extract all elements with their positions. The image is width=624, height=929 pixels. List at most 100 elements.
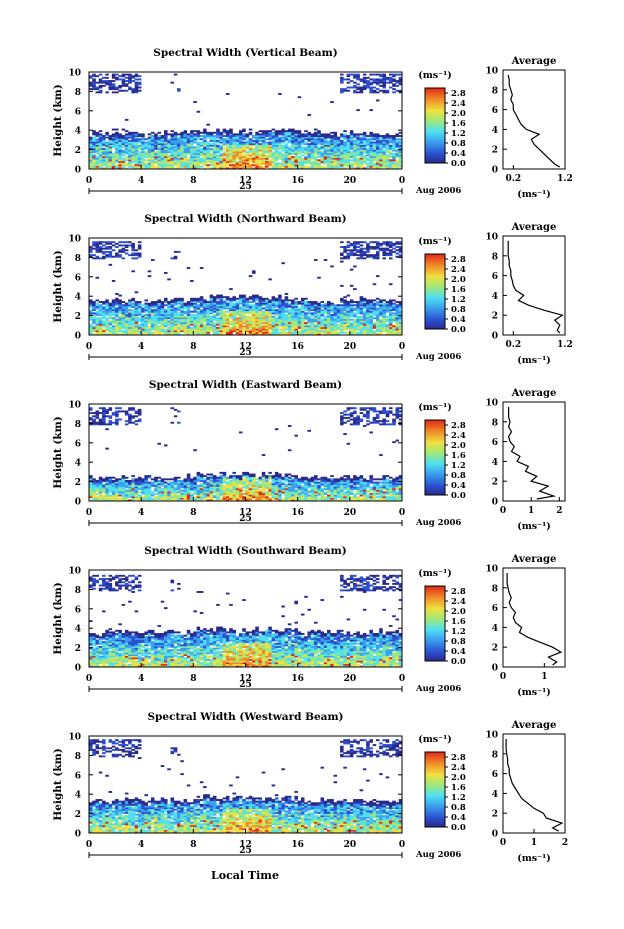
heatmap-cell — [343, 144, 347, 147]
heatmap-cell — [375, 78, 380, 81]
heatmap-cell — [98, 162, 103, 165]
heatmap-cell — [258, 138, 263, 141]
heatmap-cell — [111, 143, 116, 146]
heatmap-cell — [245, 144, 250, 147]
heatmap-cell — [291, 313, 295, 316]
heatmap-cell — [385, 244, 390, 247]
heatmap-cell — [105, 326, 109, 329]
heatmap-cell — [372, 302, 377, 305]
heatmap-cell — [366, 167, 370, 170]
heatmap-cell — [102, 418, 106, 421]
heatmap-cell — [134, 491, 139, 494]
heatmap-cell — [115, 315, 119, 318]
heatmap-cell — [313, 317, 318, 320]
heatmap-cell — [317, 164, 321, 167]
heatmap-cell — [131, 75, 135, 78]
heatmap-cell — [108, 481, 113, 484]
heatmap-cell — [186, 315, 191, 318]
x-tick-label: 0 — [399, 342, 405, 352]
heatmap-cell — [356, 147, 360, 150]
heatmap-cell — [157, 164, 162, 167]
heatmap-cell — [177, 165, 181, 168]
heatmap-cell — [92, 325, 96, 328]
heatmap-cell — [330, 165, 334, 168]
heatmap-cell — [310, 317, 315, 320]
heatmap-cell — [102, 491, 106, 494]
heatmap-cell — [294, 157, 298, 160]
x-tick-label: 4 — [138, 342, 144, 352]
heatmap-cell — [92, 139, 96, 142]
heatmap-cell — [102, 489, 106, 492]
heatmap-cell — [89, 315, 93, 318]
heatmap-cell — [98, 241, 103, 244]
heatmap-cell — [134, 415, 139, 418]
heatmap-cell — [274, 320, 279, 323]
heatmap-cell — [395, 310, 400, 313]
heatmap-cell — [225, 157, 230, 160]
heatmap-cell — [92, 330, 96, 333]
heatmap-cell — [137, 320, 142, 323]
heatmap-cell — [395, 328, 400, 331]
heatmap-cell — [92, 154, 96, 157]
heatmap-cell — [203, 330, 207, 333]
heatmap-cell — [92, 496, 96, 499]
average-y-tick-label: 6 — [492, 106, 498, 116]
heatmap-cell — [242, 128, 246, 131]
heatmap-cell — [137, 138, 142, 141]
heatmap-cell — [278, 147, 282, 150]
heatmap-cell — [150, 312, 155, 315]
heatmap-cell — [209, 164, 214, 167]
x-tick-label: 20 — [344, 176, 357, 186]
heatmap-cell — [362, 304, 367, 307]
heatmap-cell — [238, 318, 243, 321]
heatmap-cell — [235, 312, 240, 315]
heatmap-cell — [111, 317, 116, 320]
heatmap-cell — [92, 304, 96, 307]
heatmap-cell — [261, 326, 266, 329]
heatmap-cell — [105, 310, 109, 313]
heatmap-cell — [362, 318, 367, 321]
heatmap-cell — [232, 299, 237, 302]
heatmap-cell — [353, 328, 357, 331]
heatmap-cell — [242, 141, 246, 144]
heatmap-cell — [379, 301, 383, 303]
heatmap-cell — [333, 131, 338, 134]
heatmap-cell — [190, 152, 194, 155]
heatmap-cell — [150, 138, 155, 141]
heatmap-cell — [258, 312, 263, 315]
heatmap-cell — [379, 147, 383, 150]
heatmap-cell — [102, 317, 106, 320]
heatmap-cell — [144, 326, 148, 329]
heatmap-cell — [186, 313, 191, 316]
heatmap-cell — [281, 331, 285, 334]
heatmap-cell — [160, 154, 165, 157]
heatmap-cell — [163, 146, 168, 149]
heatmap-cell — [274, 309, 279, 312]
heatmap-cell — [252, 315, 256, 318]
heatmap-cell — [349, 318, 354, 321]
colorbar-tick-label: 0.0 — [451, 325, 466, 335]
heatmap-cell — [343, 313, 347, 316]
heatmap-cell — [327, 312, 331, 315]
heatmap-cell — [291, 165, 295, 168]
heatmap-cell — [212, 151, 217, 154]
heatmap-cell — [353, 156, 357, 158]
heatmap-cell — [141, 325, 145, 328]
heatmap-cell — [369, 149, 373, 152]
heatmap-cell — [98, 412, 103, 414]
heatmap-cell — [304, 160, 308, 163]
heatmap-cell — [382, 242, 386, 245]
heatmap-cell — [115, 310, 119, 313]
heatmap-cell — [95, 159, 100, 162]
heatmap-cell — [349, 146, 354, 149]
heatmap-cell — [310, 139, 315, 142]
heatmap-cell — [317, 323, 321, 326]
heatmap-cell — [137, 312, 142, 315]
heatmap-cell — [203, 133, 207, 136]
heatmap-cell — [118, 318, 122, 321]
heatmap-cell — [242, 318, 246, 321]
heatmap-cell — [128, 244, 132, 247]
heatmap-cell — [291, 135, 295, 137]
heatmap-cell — [382, 138, 386, 141]
heatmap-cell — [108, 302, 113, 305]
